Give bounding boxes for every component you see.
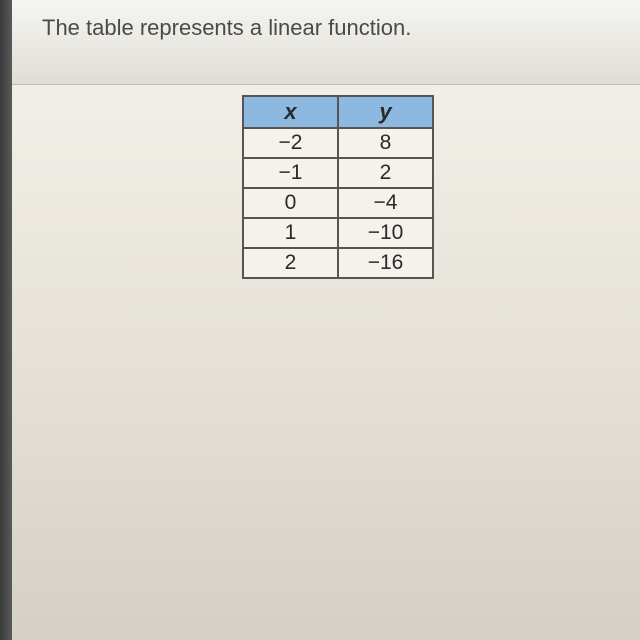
function-table: x y −2 8 −1 2 0 −4 1 −10 [242, 95, 434, 279]
cell-y: 2 [338, 158, 433, 188]
table-row: −1 2 [243, 158, 433, 188]
left-sidebar-strip [0, 0, 12, 640]
cell-x: −1 [243, 158, 338, 188]
table-row: 1 −10 [243, 218, 433, 248]
cell-x: 2 [243, 248, 338, 278]
table-row: −2 8 [243, 128, 433, 158]
table-row: 2 −16 [243, 248, 433, 278]
cell-y: −4 [338, 188, 433, 218]
cell-x: 0 [243, 188, 338, 218]
content-area: x y −2 8 −1 2 0 −4 1 −10 [12, 85, 640, 640]
table-row: 0 −4 [243, 188, 433, 218]
table-header-row: x y [243, 96, 433, 128]
function-table-container: x y −2 8 −1 2 0 −4 1 −10 [242, 95, 434, 279]
cell-y: −10 [338, 218, 433, 248]
column-header-y: y [338, 96, 433, 128]
cell-x: −2 [243, 128, 338, 158]
prompt-text: The table represents a linear function. [42, 15, 411, 41]
cell-y: 8 [338, 128, 433, 158]
header-bar: The table represents a linear function. [12, 0, 640, 85]
column-header-x: x [243, 96, 338, 128]
cell-x: 1 [243, 218, 338, 248]
cell-y: −16 [338, 248, 433, 278]
